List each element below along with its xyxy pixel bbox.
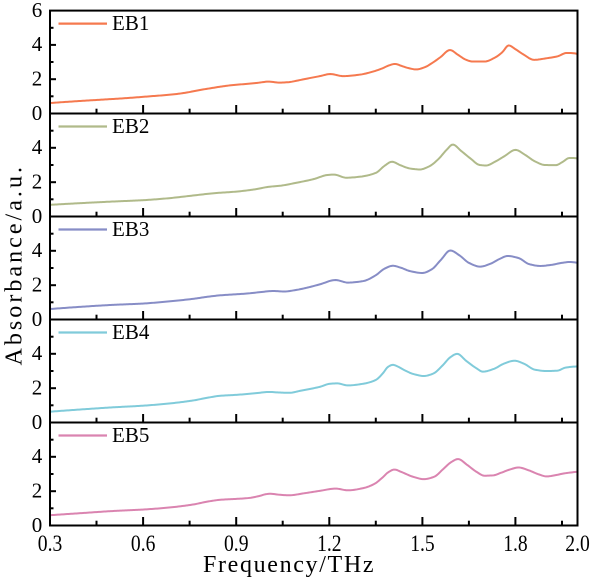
svg-text:Frequency/THz: Frequency/THz xyxy=(203,552,374,578)
svg-text:1.5: 1.5 xyxy=(410,531,435,556)
svg-text:2.0: 2.0 xyxy=(565,531,590,556)
svg-text:0: 0 xyxy=(32,101,43,125)
svg-text:0.3: 0.3 xyxy=(38,531,63,556)
svg-text:6: 6 xyxy=(32,0,43,22)
svg-text:EB3: EB3 xyxy=(112,217,149,241)
svg-text:0: 0 xyxy=(32,204,43,228)
svg-text:EB4: EB4 xyxy=(112,320,150,344)
svg-text:Absorbance/a.u.: Absorbance/a.u. xyxy=(2,167,28,366)
svg-text:EB2: EB2 xyxy=(112,114,149,138)
svg-text:2: 2 xyxy=(32,273,43,297)
svg-text:0.9: 0.9 xyxy=(224,531,249,556)
svg-text:0: 0 xyxy=(32,410,43,434)
svg-text:1.2: 1.2 xyxy=(317,531,342,556)
svg-text:2: 2 xyxy=(32,376,43,400)
svg-text:4: 4 xyxy=(32,135,43,159)
svg-text:4: 4 xyxy=(32,32,43,56)
svg-text:4: 4 xyxy=(32,444,43,468)
svg-text:4: 4 xyxy=(32,238,43,262)
svg-text:0: 0 xyxy=(32,307,43,331)
svg-text:0: 0 xyxy=(32,513,43,537)
svg-text:2: 2 xyxy=(32,170,43,194)
svg-text:2: 2 xyxy=(32,67,43,91)
svg-text:4: 4 xyxy=(32,341,43,365)
svg-text:1.8: 1.8 xyxy=(503,531,528,556)
svg-text:EB5: EB5 xyxy=(112,423,149,447)
svg-text:EB1: EB1 xyxy=(112,11,149,35)
svg-text:0.6: 0.6 xyxy=(131,531,156,556)
svg-text:2: 2 xyxy=(32,479,43,503)
